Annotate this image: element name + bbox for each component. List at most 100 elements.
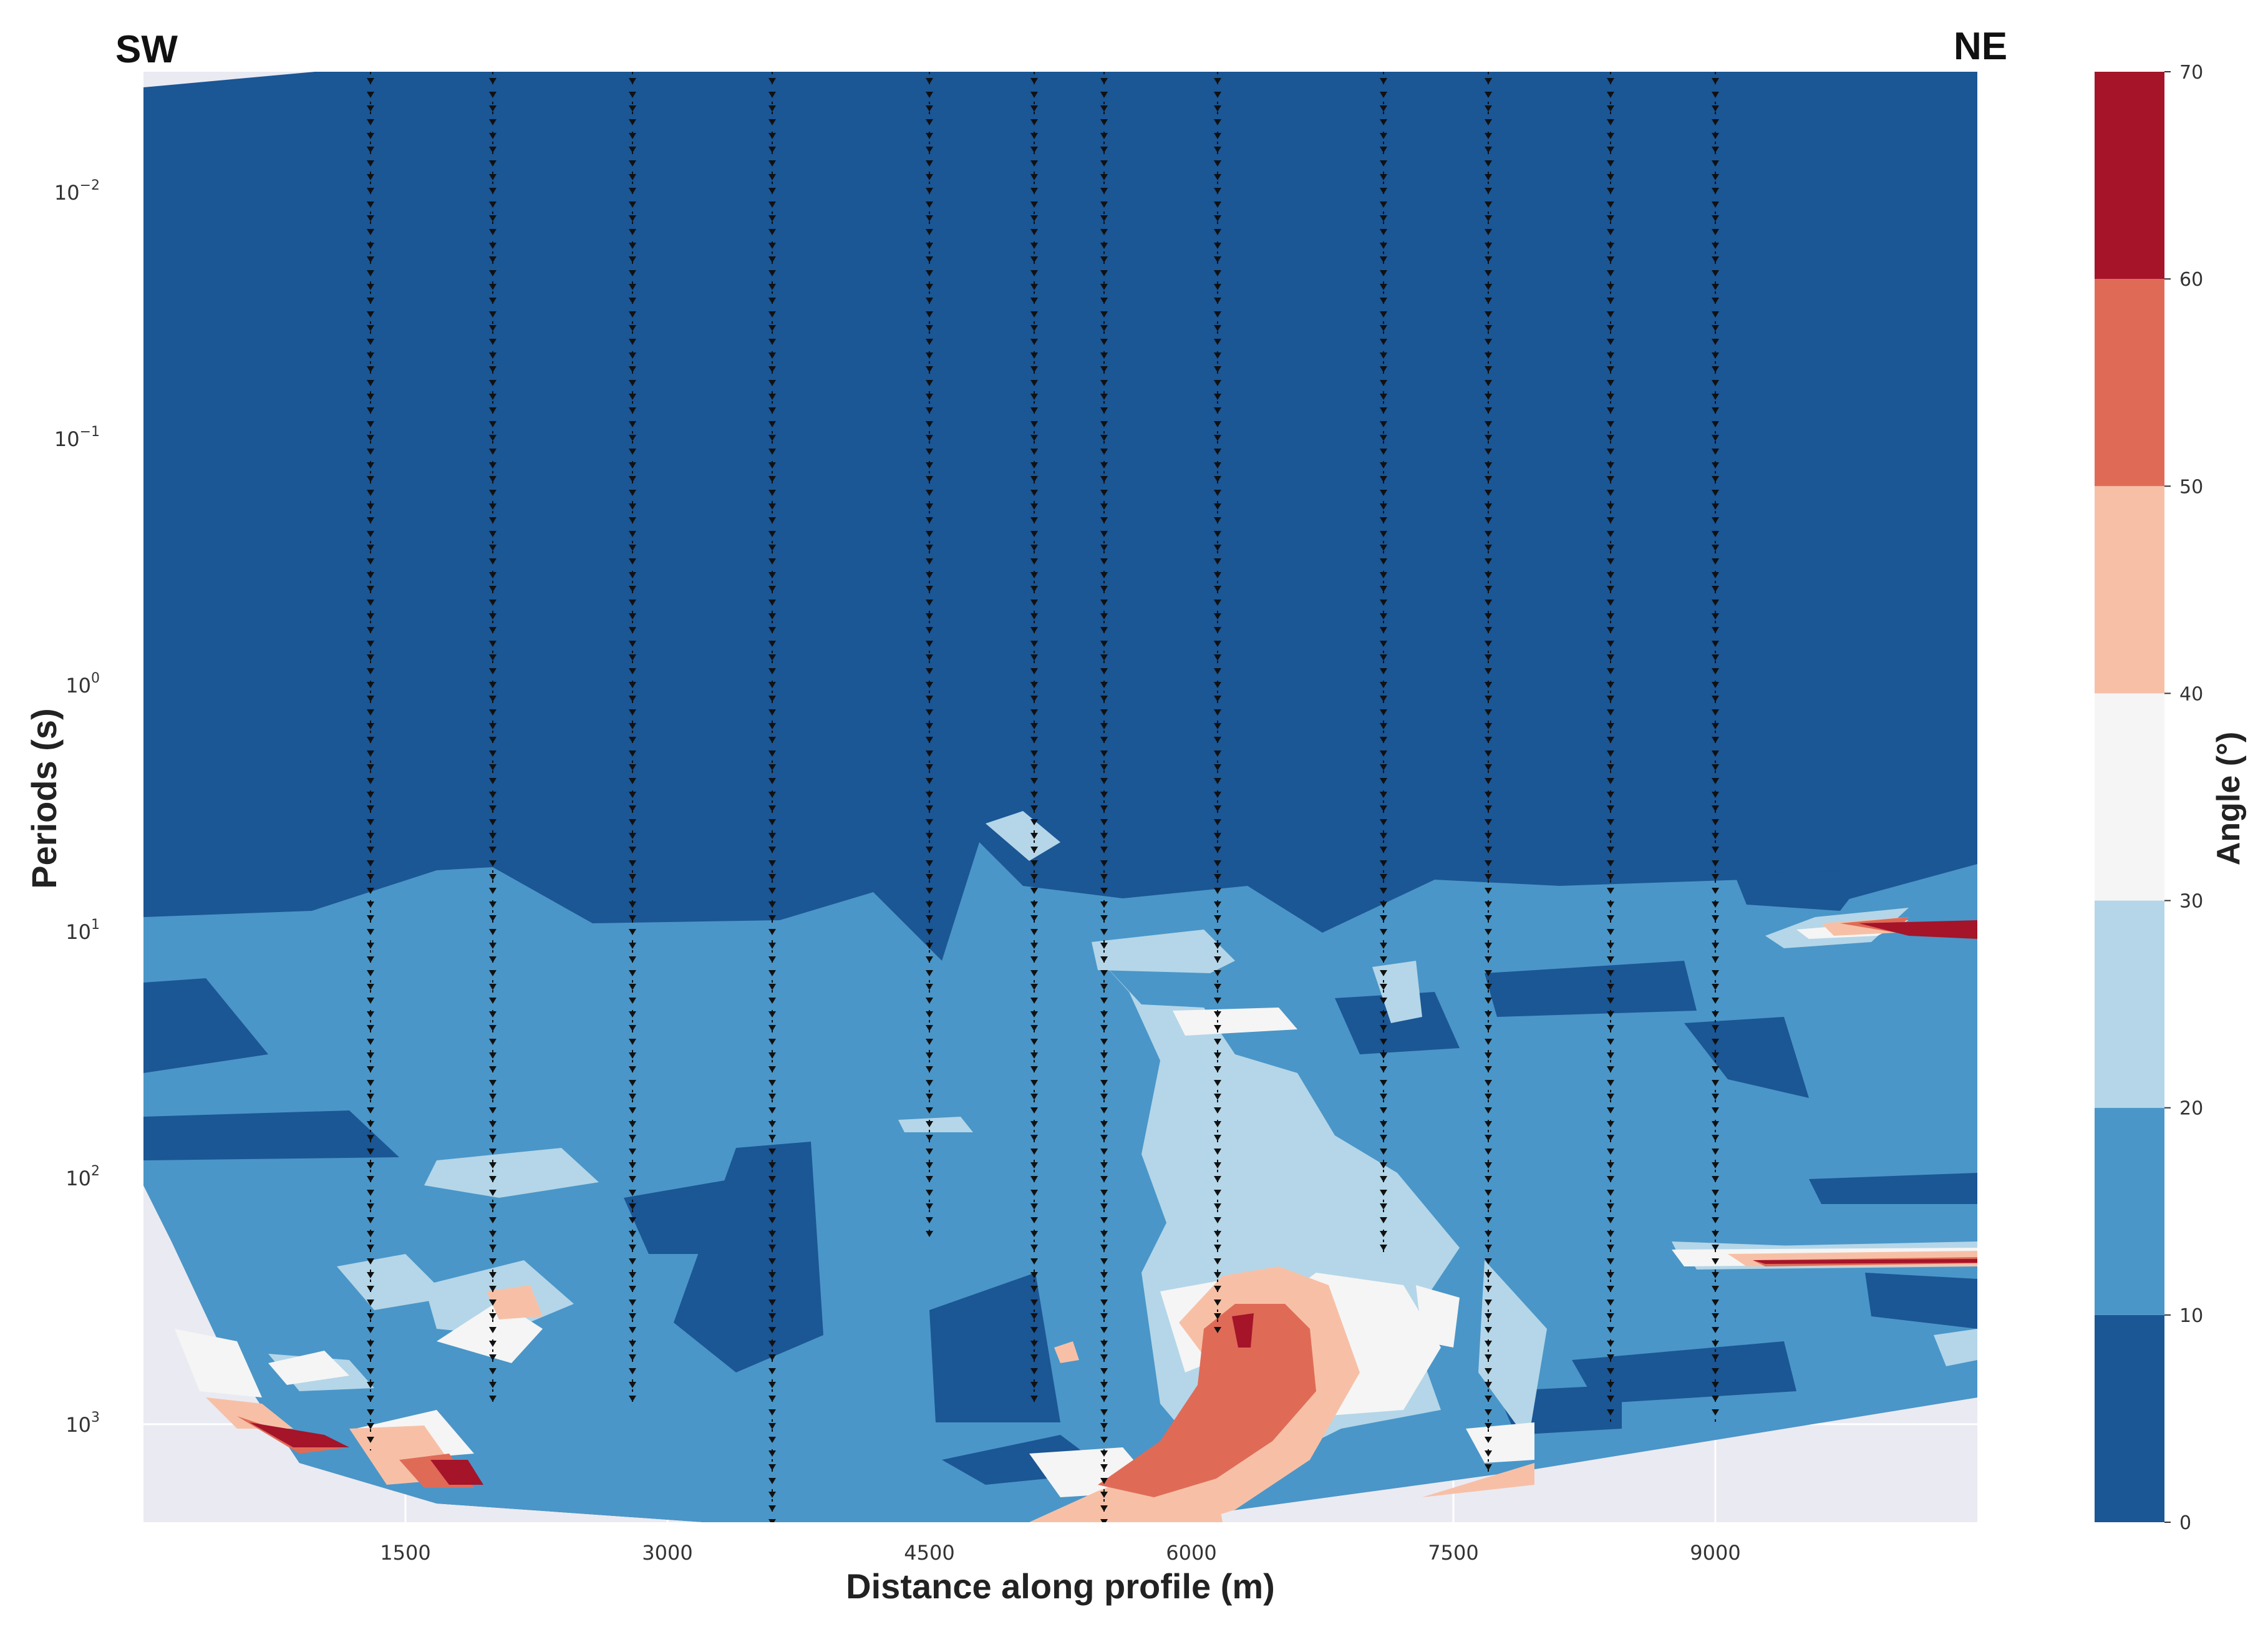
- station-marker: [489, 311, 497, 318]
- station-marker: [489, 970, 497, 976]
- station-marker: [367, 709, 374, 716]
- station-marker: [1100, 682, 1108, 688]
- station-marker: [1607, 407, 1614, 414]
- station-marker: [1214, 202, 1221, 208]
- station-marker: [1214, 105, 1221, 112]
- station-marker: [926, 503, 933, 510]
- station-marker: [489, 105, 497, 112]
- station-marker: [926, 449, 933, 455]
- station-marker: [1380, 929, 1387, 935]
- station-marker: [1607, 1025, 1614, 1031]
- station-marker: [489, 1025, 497, 1031]
- station-marker: [1030, 915, 1038, 921]
- station-marker: [1100, 78, 1108, 84]
- station-marker: [1030, 709, 1038, 716]
- station-marker: [1485, 723, 1492, 729]
- station-marker: [629, 147, 636, 153]
- station-marker: [926, 860, 933, 867]
- station-marker: [1607, 737, 1614, 743]
- station-marker: [926, 847, 933, 853]
- station-marker: [1712, 545, 1719, 551]
- station-marker: [768, 970, 776, 976]
- station-marker: [1100, 1286, 1108, 1292]
- station-marker: [926, 435, 933, 441]
- station-marker: [1607, 380, 1614, 386]
- station-marker: [926, 970, 933, 976]
- station-marker: [1607, 78, 1614, 84]
- station-marker: [489, 764, 497, 770]
- station-marker: [1485, 449, 1492, 455]
- colorbar-swatch: [2095, 1314, 2164, 1522]
- station-marker: [367, 586, 374, 592]
- station-marker: [768, 1437, 776, 1443]
- station-marker: [926, 545, 933, 551]
- station-marker: [768, 421, 776, 427]
- station-marker: [1712, 229, 1719, 235]
- station-marker: [629, 160, 636, 167]
- station-marker: [1712, 709, 1719, 716]
- station-marker: [1380, 490, 1387, 496]
- station-marker: [768, 380, 776, 386]
- station-marker: [489, 1039, 497, 1045]
- station-marker: [1100, 1245, 1108, 1251]
- station-marker: [367, 874, 374, 880]
- station-marker: [768, 78, 776, 84]
- station-marker: [768, 1149, 776, 1155]
- station-marker: [629, 1354, 636, 1361]
- station-marker: [1100, 668, 1108, 674]
- station-marker: [367, 1231, 374, 1237]
- station-marker: [489, 860, 497, 867]
- colorbar-swatch: [2095, 279, 2164, 487]
- station-marker: [489, 998, 497, 1004]
- station-marker: [1100, 1052, 1108, 1059]
- station-marker: [367, 229, 374, 235]
- station-marker: [367, 78, 374, 84]
- station-marker: [1100, 1450, 1108, 1457]
- station-marker: [768, 352, 776, 359]
- station-marker: [1030, 352, 1038, 359]
- station-marker: [629, 407, 636, 414]
- station-marker: [768, 627, 776, 633]
- station-marker: [768, 133, 776, 139]
- station-marker: [1214, 119, 1221, 125]
- station-marker: [1380, 1190, 1387, 1196]
- station-marker: [489, 92, 497, 98]
- station-marker: [768, 1341, 776, 1347]
- station-marker: [1607, 1121, 1614, 1127]
- station-marker: [367, 1025, 374, 1031]
- station-marker: [1712, 1354, 1719, 1361]
- station-marker: [1712, 1190, 1719, 1196]
- station-marker: [489, 805, 497, 812]
- station-marker: [926, 78, 933, 84]
- station-marker: [1030, 366, 1038, 372]
- station-marker: [629, 696, 636, 702]
- station-marker: [1485, 970, 1492, 976]
- station-marker: [1607, 174, 1614, 180]
- station-marker: [489, 682, 497, 688]
- station-marker: [367, 1382, 374, 1388]
- station-marker: [1607, 1011, 1614, 1018]
- station-marker: [1712, 1203, 1719, 1210]
- station-marker: [1485, 490, 1492, 496]
- station-marker: [1485, 819, 1492, 825]
- station-marker: [1485, 352, 1492, 359]
- station-marker: [1100, 1190, 1108, 1196]
- station-marker: [1214, 531, 1221, 537]
- station-marker: [1607, 476, 1614, 482]
- station-marker: [1214, 1176, 1221, 1182]
- station-marker: [1100, 1080, 1108, 1086]
- station-marker: [1485, 1011, 1492, 1018]
- station-marker: [1485, 1217, 1492, 1223]
- station-marker: [629, 202, 636, 208]
- station-marker: [367, 394, 374, 400]
- station-marker: [1712, 750, 1719, 757]
- station-marker: [1485, 105, 1492, 112]
- station-marker: [1100, 1121, 1108, 1127]
- station-marker: [367, 558, 374, 565]
- station-marker: [926, 1121, 933, 1127]
- station-marker: [1485, 517, 1492, 523]
- station-marker: [1214, 723, 1221, 729]
- station-marker: [1100, 352, 1108, 359]
- station-marker: [1607, 284, 1614, 290]
- station-marker: [768, 641, 776, 647]
